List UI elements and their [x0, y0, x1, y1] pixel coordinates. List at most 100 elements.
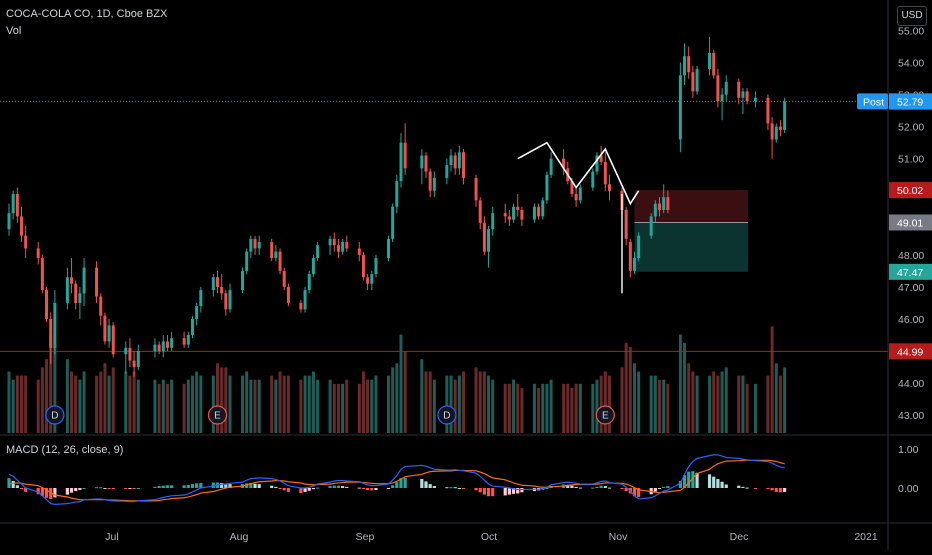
- candle: [132, 351, 136, 377]
- take-profit-zone[interactable]: [634, 222, 749, 272]
- candle-body: [7, 213, 11, 230]
- stop-loss-zone[interactable]: [634, 190, 749, 223]
- candle-body: [20, 216, 24, 236]
- candle-body: [245, 251, 249, 271]
- currency-button[interactable]: USD: [897, 6, 927, 26]
- macd-histogram-bar: [124, 488, 128, 489]
- candle: [637, 232, 641, 262]
- candle: [462, 149, 466, 185]
- candle-body: [157, 344, 161, 351]
- volume-bar: [95, 375, 99, 433]
- candle-body: [103, 315, 107, 342]
- candle-body: [537, 206, 541, 217]
- candle: [366, 274, 370, 291]
- volume-bar: [620, 367, 624, 433]
- double-top-pattern[interactable]: [517, 141, 640, 206]
- candle-body: [78, 293, 82, 303]
- candle-body: [336, 245, 340, 252]
- entry-price-badge-bg[interactable]: [889, 214, 932, 231]
- support-price-badge-bg[interactable]: [889, 343, 932, 360]
- macd-tick-label: 0.00: [898, 483, 919, 495]
- macd-histogram-bar: [249, 482, 253, 488]
- candle: [36, 242, 40, 265]
- price-tick-label: 55.00: [898, 26, 924, 38]
- candle: [403, 123, 407, 175]
- candle-body: [107, 325, 111, 342]
- volume-bar: [253, 379, 257, 433]
- macd-histogram-bar: [286, 488, 290, 492]
- candle: [487, 226, 491, 268]
- candle-body: [357, 248, 361, 255]
- candle-body: [165, 341, 169, 348]
- candle: [345, 235, 349, 252]
- candle: [157, 341, 161, 355]
- macd-histogram-bar: [745, 487, 749, 489]
- volume-bar: [607, 375, 611, 433]
- macd-histogram-bar: [161, 485, 165, 488]
- dividend-marker[interactable]: [437, 405, 457, 425]
- volume-bar: [766, 375, 770, 433]
- candle-body: [391, 206, 395, 239]
- candle-body: [220, 286, 224, 294]
- macd-histogram-bar: [486, 488, 491, 497]
- candle: [282, 267, 286, 291]
- candle: [716, 68, 720, 108]
- macd-histogram-bar: [15, 485, 19, 488]
- volume-bar: [628, 346, 632, 433]
- volume-bar: [753, 383, 757, 433]
- candle: [482, 216, 486, 255]
- macd-histogram-bar: [778, 488, 783, 493]
- candle-body: [40, 258, 44, 291]
- candle: [316, 242, 320, 262]
- volume-bar: [712, 371, 716, 433]
- candle: [687, 46, 691, 79]
- dividend-marker[interactable]: [45, 405, 65, 425]
- candle-body: [716, 75, 720, 102]
- earnings-marker[interactable]: [595, 405, 615, 425]
- macd-histogram-bar: [165, 485, 170, 488]
- macd-histogram-bar: [741, 486, 745, 488]
- candle-body: [111, 325, 115, 355]
- macd-histogram-bar: [707, 474, 712, 488]
- candle: [453, 152, 457, 175]
- candle-body: [708, 52, 712, 69]
- volume-bar: [128, 375, 132, 433]
- stop-price-badge-bg[interactable]: [889, 182, 932, 199]
- candle: [445, 158, 449, 185]
- volume-bar: [432, 379, 436, 433]
- candle-body: [228, 290, 232, 310]
- candle: [770, 117, 774, 159]
- candle-body: [74, 283, 78, 303]
- post-tag-label: Post: [863, 96, 884, 108]
- macd-histogram-bar: [195, 483, 199, 488]
- candle-body: [128, 347, 132, 361]
- candle: [666, 190, 670, 214]
- post-price-badge-bg[interactable]: [889, 93, 932, 110]
- candle-body: [211, 277, 215, 291]
- candle: [341, 238, 345, 255]
- candle: [370, 270, 374, 291]
- post-tag-bg[interactable]: [857, 93, 888, 110]
- candle-body: [136, 351, 140, 368]
- macd-histogram-bar: [40, 488, 44, 497]
- macd-histogram-bar: [737, 485, 741, 488]
- candle-body: [53, 302, 57, 348]
- candle: [249, 235, 253, 259]
- target-price-badge-bg[interactable]: [889, 263, 932, 280]
- candle-body: [487, 229, 491, 252]
- candle: [40, 254, 44, 294]
- volume-bar: [653, 375, 657, 433]
- volume-bar: [70, 371, 74, 433]
- volume-bar: [545, 383, 549, 433]
- volume-bar: [424, 371, 428, 433]
- candle: [374, 254, 378, 278]
- earnings-marker[interactable]: [207, 405, 228, 425]
- candle: [574, 187, 578, 207]
- macd-histogram-bar: [774, 488, 778, 492]
- macd-line: [8, 454, 785, 505]
- macd-histogram-bar: [766, 488, 770, 490]
- volume-bar: [532, 383, 536, 433]
- volume-bar: [103, 363, 107, 433]
